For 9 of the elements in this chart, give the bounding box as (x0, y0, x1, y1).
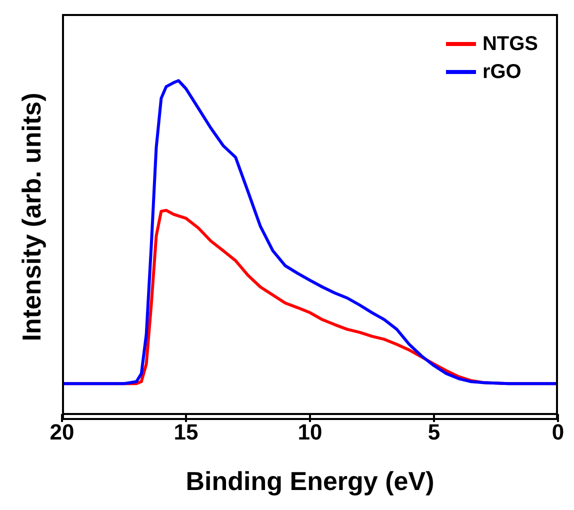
x-tick-label: 15 (174, 420, 198, 445)
x-tick-label: 5 (428, 420, 440, 445)
x-tick-label: 10 (298, 420, 322, 445)
x-axis-title: Binding Energy (eV) (186, 466, 434, 496)
x-tick-label: 0 (552, 420, 564, 445)
x-tick-label: 20 (50, 420, 74, 445)
legend-label: NTGS (482, 32, 538, 57)
y-axis-title: Intensity (arb. units) (16, 92, 48, 342)
legend-label: rGO (482, 60, 522, 85)
